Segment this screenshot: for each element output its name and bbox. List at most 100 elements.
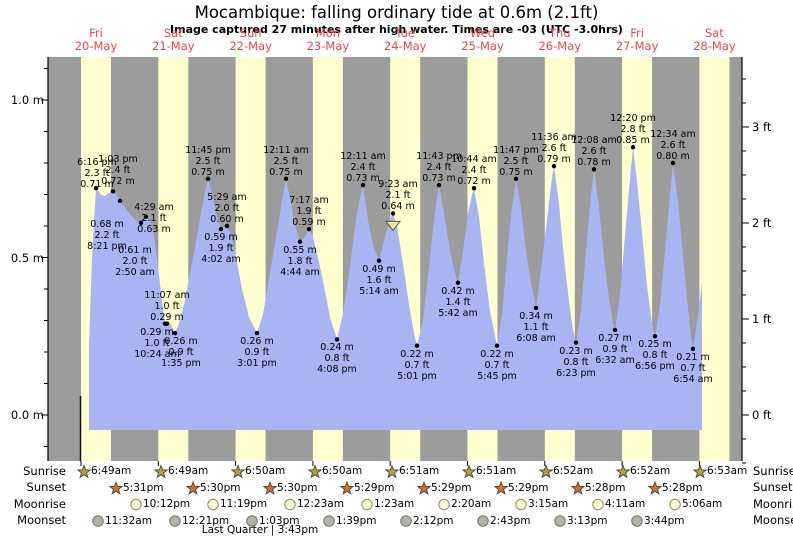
moonrise-circle <box>438 498 450 511</box>
tide-point-dot <box>297 239 303 244</box>
moonrise-circle <box>361 498 373 511</box>
tide-point-dot <box>551 163 557 169</box>
tide-point-dot <box>172 330 178 336</box>
tide-point-dot <box>117 198 123 203</box>
moonset-row-label-right: Moonset <box>753 513 793 527</box>
sunset-star <box>108 480 124 495</box>
tide-point-dot <box>93 186 99 191</box>
sunset-time: 5:30pm <box>277 481 318 494</box>
moonset-time: 1:03pm <box>259 514 300 527</box>
moonrise-time: 10:12pm <box>143 498 191 510</box>
sunrise-time: 6:51am <box>476 465 517 477</box>
y-axis-label-meters: 0.5 m <box>10 250 44 265</box>
sunset-star <box>262 480 278 495</box>
sunrise-time: 6:49am <box>91 465 132 477</box>
chart-title: Mocambique: falling ordinary tide at 0.6… <box>194 3 599 22</box>
tide-point-dot <box>591 167 597 172</box>
tide-point-dot <box>110 189 116 194</box>
sunset-time: 5:28pm <box>585 481 626 494</box>
tide-point-dot <box>494 343 500 348</box>
sunset-star <box>416 480 432 495</box>
low-tide-label: 0.22 m 0.7 ft 5:01 pm <box>397 348 437 382</box>
tide-point-dot <box>612 327 618 333</box>
moonrise-circle <box>515 498 527 511</box>
sunrise-row-label-left: Sunrise <box>23 464 66 478</box>
moonset-time: 2:12pm <box>413 514 454 527</box>
tide-point-dot <box>138 220 144 226</box>
sunset-star <box>185 480 201 495</box>
tide-point-dot <box>670 160 676 166</box>
high-tide-label: 12:34 am 2.6 ft 0.80 m <box>650 129 696 162</box>
sunset-star <box>339 480 355 495</box>
moonset-circle <box>246 515 258 527</box>
high-tide-label: 6:16 pm 2.3 ft 0.71 m <box>77 157 117 191</box>
high-tide-label: 12:11 am 2.4 ft 0.73 m <box>340 151 386 185</box>
low-tide-label: 0.55 m 1.8 ft 4:44 am <box>280 244 320 278</box>
sunrise-row-label-right: Sunrise <box>753 464 793 478</box>
moonset-time: 3:13pm <box>567 514 608 527</box>
tide-point-dot <box>360 182 366 188</box>
low-tide-label: 0.27 m 0.9 ft 6:32 am <box>595 332 635 366</box>
sunrise-time: 6:51am <box>399 465 440 477</box>
tide-point-dot <box>376 258 382 263</box>
sunrise-time: 6:50am <box>245 465 286 477</box>
tide-point-dot <box>630 145 636 150</box>
low-tide-label: 0.23 m 0.8 ft 6:23 pm <box>556 345 596 379</box>
sunrise-star <box>692 464 708 479</box>
sunrise-star <box>461 464 477 479</box>
sunrise-star <box>307 464 323 479</box>
low-tide-label: 0.59 m 1.9 ft 4:02 am <box>201 232 241 266</box>
high-tide-label: 10:44 am 2.4 ft 0.72 m <box>451 154 497 188</box>
moonrise-time: 4:11am <box>605 498 646 510</box>
sunrise-star <box>307 464 323 479</box>
high-tide-label: 7:17 am 1.9 ft 0.59 m <box>289 195 329 229</box>
sunset-star <box>647 480 663 495</box>
tide-point-dot <box>573 340 579 345</box>
moonrise-circle <box>130 498 142 511</box>
moon-phase-label: Last Quarter | 3:43pm <box>201 524 319 536</box>
tide-point-dot <box>390 211 396 216</box>
daylight-band <box>699 57 730 461</box>
high-tide-label: 11:07 am 1.0 ft 0.29 m <box>144 289 190 323</box>
low-tide-label: 0.61 m 2.0 ft 2:50 am <box>115 245 155 278</box>
moonset-time: 11:32am <box>105 514 152 527</box>
low-tide-label: 0.34 m 1.1 ft 6:08 am <box>516 310 556 344</box>
tide-point-dot <box>455 280 461 285</box>
moonset-circle <box>631 515 643 527</box>
tide-point-dot <box>205 176 211 181</box>
moonset-row-label-left: Moonset <box>17 513 66 527</box>
sunrise-star <box>76 464 92 479</box>
low-tide-label: 0.24 m 0.8 ft 4:08 pm <box>317 342 357 376</box>
tide-point-dot <box>690 346 696 352</box>
y-axis-label-feet: 0 ft <box>752 408 772 422</box>
day-label: Thu 26-May <box>538 26 582 53</box>
sunset-time: 5:29pm <box>508 481 549 494</box>
tide-point-dot <box>254 330 260 336</box>
high-tide-label: 9:23 am 2.1 ft 0.64 m <box>378 179 418 213</box>
sunset-time: 5:31pm <box>123 481 164 494</box>
high-tide-label: 11:45 pm 2.5 ft 0.75 m <box>185 144 231 178</box>
y-axis-label-feet: 3 ft <box>752 119 772 134</box>
sunset-time: 5:29pm <box>354 481 395 494</box>
sunrise-time: 6:52am <box>630 465 671 477</box>
sunset-time: 5:29pm <box>431 481 472 494</box>
sunset-time: 5:30pm <box>200 481 241 494</box>
y-axis-label-feet: 1 ft <box>752 311 772 326</box>
moonrise-row-label-left: Moonrise <box>13 497 66 511</box>
tide-point-dot <box>471 186 477 191</box>
y-axis-label-meters: 0.0 m <box>10 408 44 422</box>
high-tide-label: 12:08 am 2.6 ft 0.78 m <box>571 135 617 169</box>
sunset-star <box>570 480 586 495</box>
moonset-circle <box>477 515 489 527</box>
sunset-star <box>416 480 432 495</box>
tide-point-dot <box>334 337 340 342</box>
sunrise-time: 6:53am <box>707 465 748 477</box>
moonrise-circle <box>284 498 296 511</box>
sunrise-star <box>538 464 554 479</box>
moonrise-time: 5:06am <box>682 498 723 510</box>
day-label: Tue 24-May <box>383 26 427 53</box>
moonset-circle <box>92 515 104 527</box>
moonrise-time: 12:23am <box>297 498 344 510</box>
sunrise-star <box>692 464 708 479</box>
high-tide-label: 12:11 am 2.5 ft 0.75 m <box>263 144 309 178</box>
